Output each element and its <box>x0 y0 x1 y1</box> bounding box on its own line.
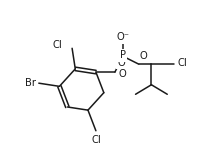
Text: O: O <box>117 58 125 68</box>
Text: O: O <box>119 69 126 79</box>
Text: Cl: Cl <box>53 40 62 50</box>
Text: O: O <box>140 51 147 61</box>
Text: P: P <box>120 50 126 60</box>
Text: Br: Br <box>25 78 36 88</box>
Text: Cl: Cl <box>178 58 187 68</box>
Text: O⁻: O⁻ <box>116 32 129 42</box>
Text: Cl: Cl <box>92 135 102 145</box>
